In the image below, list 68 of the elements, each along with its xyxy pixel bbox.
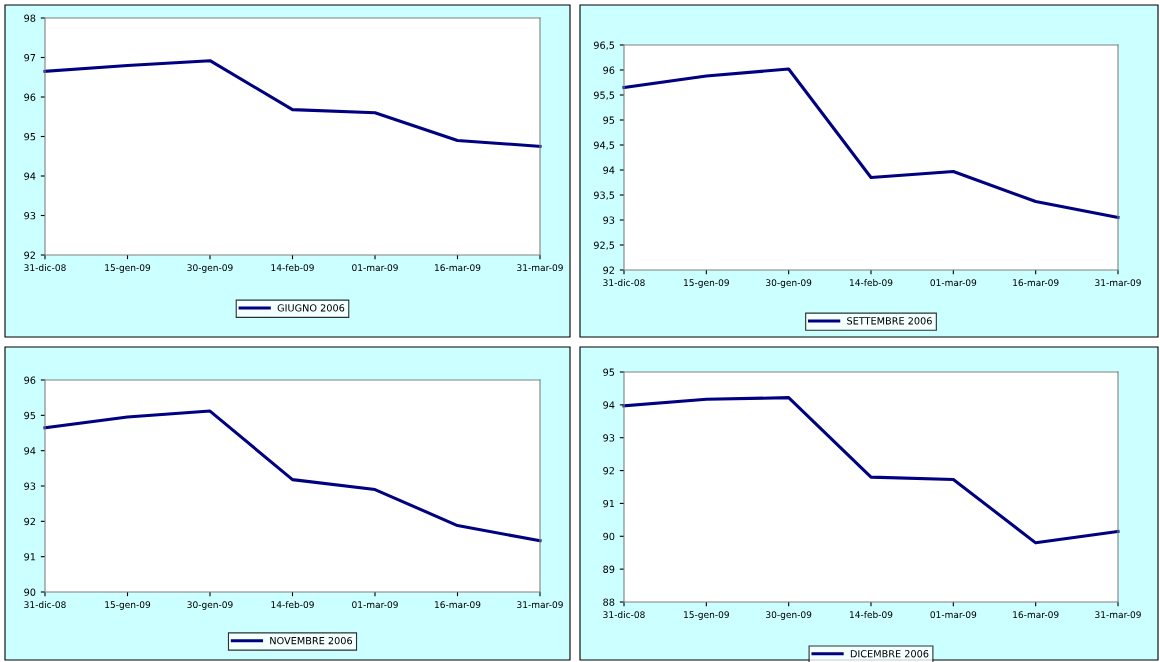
x-tick-label: 14-feb-09 bbox=[850, 279, 893, 287]
legend-label: SETTEMBRE 2006 bbox=[847, 317, 932, 325]
x-tick-label: 01-mar-09 bbox=[352, 601, 398, 609]
line-series bbox=[43, 409, 542, 543]
y-tick-label: 95 bbox=[24, 411, 36, 420]
y-tick-label: 92,5 bbox=[593, 241, 615, 250]
x-tick-label: 15-gen-09 bbox=[684, 611, 729, 620]
y-tick-label: 91 bbox=[24, 553, 36, 561]
y-tick-label: 93 bbox=[24, 211, 36, 220]
x-tick-label: 14-feb-09 bbox=[271, 601, 314, 609]
x-tick-label: 01-mar-09 bbox=[930, 611, 977, 619]
y-tick-label: 94 bbox=[603, 401, 615, 409]
x-tick-label: 31-mar-09 bbox=[517, 601, 563, 609]
y-tick-label: 90 bbox=[24, 588, 36, 596]
y-tick-label: 97 bbox=[24, 53, 36, 62]
y-tick-label: 96 bbox=[24, 93, 36, 101]
line-series bbox=[43, 59, 542, 148]
x-tick-label: 31-mar-09 bbox=[517, 264, 563, 272]
x-tick-label: 01-mar-09 bbox=[930, 279, 977, 287]
legend-label: DICEMBRE 2006 bbox=[850, 650, 929, 658]
legend-label: GIUGNO 2006 bbox=[277, 304, 345, 312]
y-tick-label: 94 bbox=[24, 447, 36, 455]
y-tick-label: 93 bbox=[24, 482, 36, 490]
y-tick-label: 96 bbox=[24, 376, 36, 384]
y-tick-label: 98 bbox=[24, 14, 36, 22]
x-tick-label: 30-gen-09 bbox=[766, 279, 812, 288]
x-tick-label: 14-feb-09 bbox=[271, 264, 314, 272]
x-tick-label: 30-gen-09 bbox=[187, 264, 233, 273]
y-tick-label: 90 bbox=[603, 532, 615, 541]
y-tick-label: 96 bbox=[603, 66, 615, 74]
x-tick-label: 16-mar-09 bbox=[435, 601, 481, 609]
legend-label: NOVEMBRE 2006 bbox=[270, 636, 353, 645]
x-tick-label: 15-gen-09 bbox=[105, 601, 151, 610]
y-tick-label: 92 bbox=[24, 251, 35, 259]
y-tick-label: 89 bbox=[603, 565, 615, 573]
x-tick-label: 16-mar-09 bbox=[1013, 279, 1059, 287]
x-tick-label: 01-mar-09 bbox=[352, 264, 398, 272]
line-series bbox=[622, 396, 1120, 545]
x-tick-label: 31-mar-09 bbox=[1095, 279, 1141, 287]
x-tick-label: 31-dic-08 bbox=[603, 279, 645, 287]
x-tick-label: 31-mar-09 bbox=[1095, 611, 1141, 619]
x-tick-label: 30-gen-09 bbox=[766, 611, 812, 620]
y-tick-label: 95 bbox=[603, 116, 615, 124]
x-tick-label: 16-mar-09 bbox=[435, 264, 481, 272]
x-tick-label: 16-mar-09 bbox=[1013, 611, 1059, 619]
x-tick-label: 14-feb-09 bbox=[850, 611, 893, 619]
line-series bbox=[622, 67, 1120, 220]
y-tick-label: 92 bbox=[603, 467, 614, 475]
y-tick-label: 91 bbox=[603, 499, 615, 508]
x-tick-label: 31-dic-08 bbox=[24, 601, 66, 609]
y-tick-label: 95,5 bbox=[593, 91, 615, 100]
y-tick-label: 92 bbox=[24, 517, 35, 526]
x-tick-label: 31-dic-08 bbox=[24, 264, 66, 272]
y-tick-label: 95 bbox=[24, 132, 36, 141]
y-tick-label: 93 bbox=[603, 434, 615, 442]
y-tick-label: 95 bbox=[603, 368, 615, 376]
y-tick-label: 92 bbox=[603, 266, 614, 274]
y-tick-label: 93 bbox=[603, 216, 615, 224]
x-tick-label: 15-gen-09 bbox=[105, 264, 151, 273]
x-tick-label: 30-gen-09 bbox=[187, 601, 233, 610]
x-tick-label: 15-gen-09 bbox=[684, 279, 729, 288]
y-tick-label: 94 bbox=[24, 172, 36, 180]
y-tick-label: 94 bbox=[603, 166, 615, 174]
x-tick-label: 31-dic-08 bbox=[603, 611, 645, 619]
y-tick-label: 96,5 bbox=[593, 41, 615, 50]
y-tick-label: 94,5 bbox=[593, 141, 615, 150]
y-tick-label: 93,5 bbox=[593, 191, 615, 200]
y-tick-label: 88 bbox=[603, 598, 615, 606]
